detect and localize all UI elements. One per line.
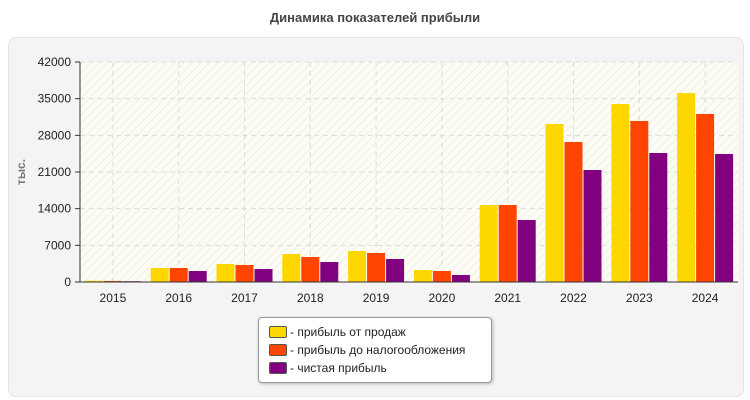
bar [320,261,339,282]
y-axis-label: тыс. [14,159,28,185]
bar [413,270,432,282]
bar [254,269,273,282]
bar [188,271,207,282]
y-tick-label: 0 [64,275,71,289]
bar [150,268,169,282]
bar [630,120,649,282]
legend-swatch [269,326,287,338]
legend-label: - чистая прибыль [290,361,387,375]
x-tick-label: 2017 [231,291,258,305]
bar [103,280,122,282]
bar [715,153,734,282]
y-tick-label: 42000 [38,55,72,69]
x-tick-label: 2024 [692,291,719,305]
x-tick-label: 2022 [560,291,587,305]
bar [348,250,367,282]
bar [498,205,517,282]
x-tick-label: 2018 [297,291,324,305]
bar [451,274,470,282]
legend-item: - прибыль от продаж [269,324,406,340]
x-tick-label: 2023 [626,291,653,305]
y-tick-label: 7000 [44,238,71,252]
legend: - прибыль от продаж - прибыль до налогоо… [258,317,492,383]
bar [611,104,630,282]
bar [517,219,536,282]
y-tick-label: 21000 [38,165,72,179]
y-tick-label: 35000 [38,92,72,106]
bar [432,271,451,282]
x-tick-label: 2016 [165,291,192,305]
x-tick-label: 2021 [494,291,521,305]
bar [677,93,696,282]
bar [235,264,254,282]
bar [564,141,583,282]
bar [583,170,602,282]
legend-label: - прибыль от продаж [290,325,406,339]
chart-title: Динамика показателей прибыли [269,10,481,25]
bar [84,280,103,282]
bar [479,205,498,282]
bar [367,252,386,282]
bar [545,124,564,283]
y-tick-label: 14000 [38,202,72,216]
x-tick-label: 2019 [363,291,390,305]
legend-label: - прибыль до налогообложения [290,343,466,357]
bar [696,114,715,282]
bar [386,259,405,282]
legend-swatch [269,344,287,356]
legend-swatch [269,362,287,374]
legend-item: - прибыль до налогообложения [269,342,465,358]
bar [282,253,301,282]
legend-item: - чистая прибыль [269,360,387,376]
x-tick-label: 2015 [100,291,127,305]
bar [169,268,188,282]
bar [649,152,668,282]
x-tick-label: 2020 [429,291,456,305]
bar [216,263,235,282]
y-tick-label: 28000 [38,128,72,142]
bar [301,257,320,282]
